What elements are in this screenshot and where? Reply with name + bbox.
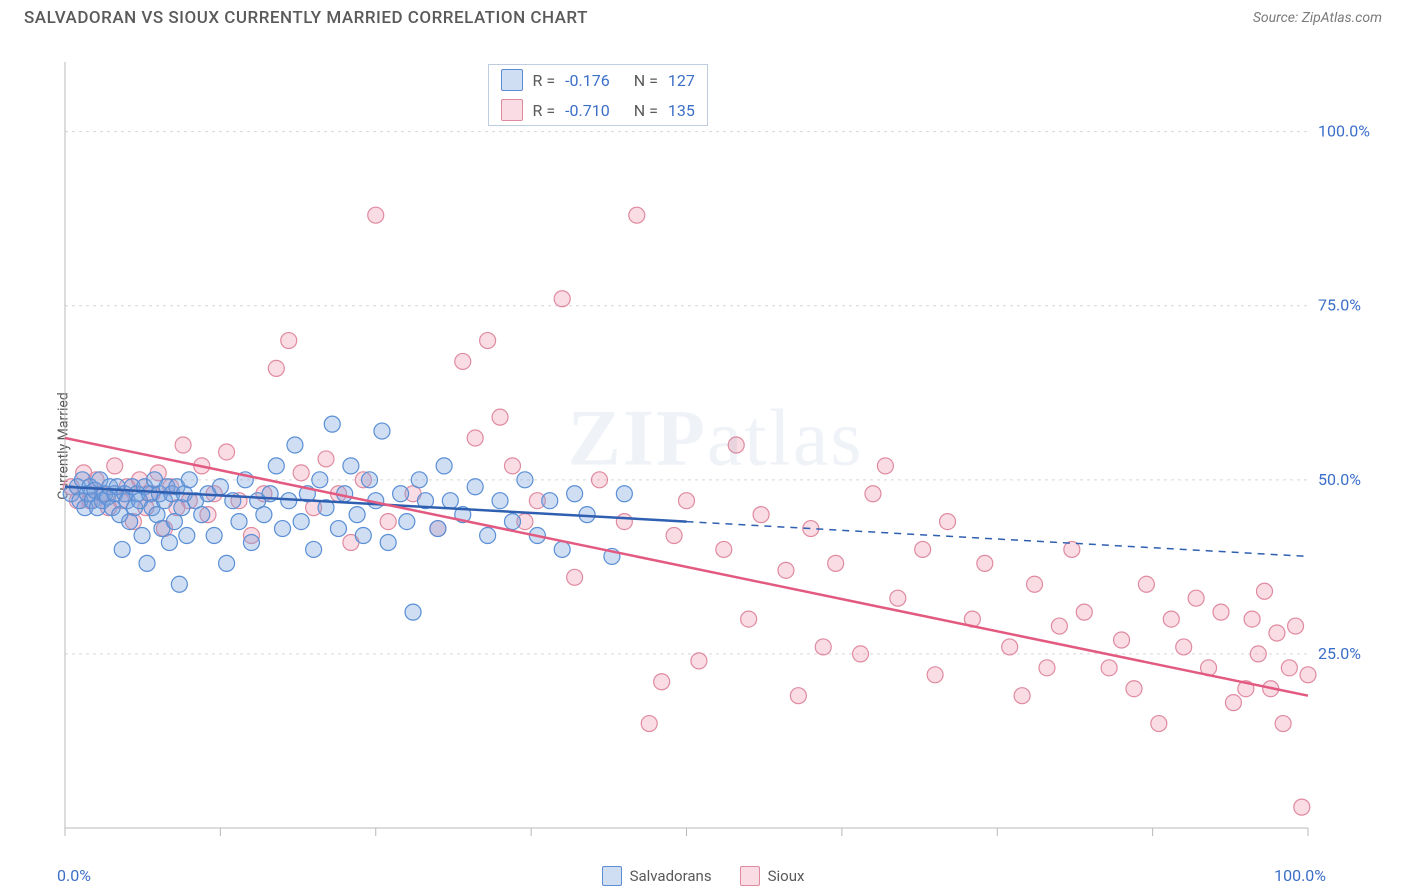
stats-legend-box: R = -0.176 N = 127 R = -0.710 N = 135 (488, 64, 708, 126)
stats-row: R = -0.176 N = 127 (489, 65, 707, 95)
chart-title: SALVADORAN VS SIOUX CURRENTLY MARRIED CO… (24, 8, 588, 28)
bottom-legend: Salvadorans Sioux (0, 866, 1406, 886)
legend-label: Salvadorans (630, 867, 712, 885)
legend-item: Salvadorans (602, 866, 712, 886)
svg-text:25.0%: 25.0% (1318, 644, 1361, 663)
legend-swatch-icon (602, 866, 622, 886)
chart-area: 25.0%50.0%75.0%100.0% ZIPatlas R = -0.17… (45, 46, 1386, 864)
legend-swatch-icon (740, 866, 760, 886)
svg-text:100.0%: 100.0% (1318, 122, 1370, 141)
scatter-chart: 25.0% 50.0% 75.0% 100.0% (45, 46, 1386, 864)
legend-swatch-icon (501, 69, 523, 91)
legend-swatch-icon (501, 99, 523, 121)
svg-text:75.0%: 75.0% (1318, 296, 1361, 315)
legend-item: Sioux (740, 866, 805, 886)
svg-text:50.0%: 50.0% (1318, 470, 1361, 489)
legend-label: Sioux (768, 867, 805, 885)
stats-row: R = -0.710 N = 135 (489, 95, 707, 125)
source-label: Source: ZipAtlas.com (1253, 10, 1382, 26)
header: SALVADORAN VS SIOUX CURRENTLY MARRIED CO… (0, 0, 1406, 32)
